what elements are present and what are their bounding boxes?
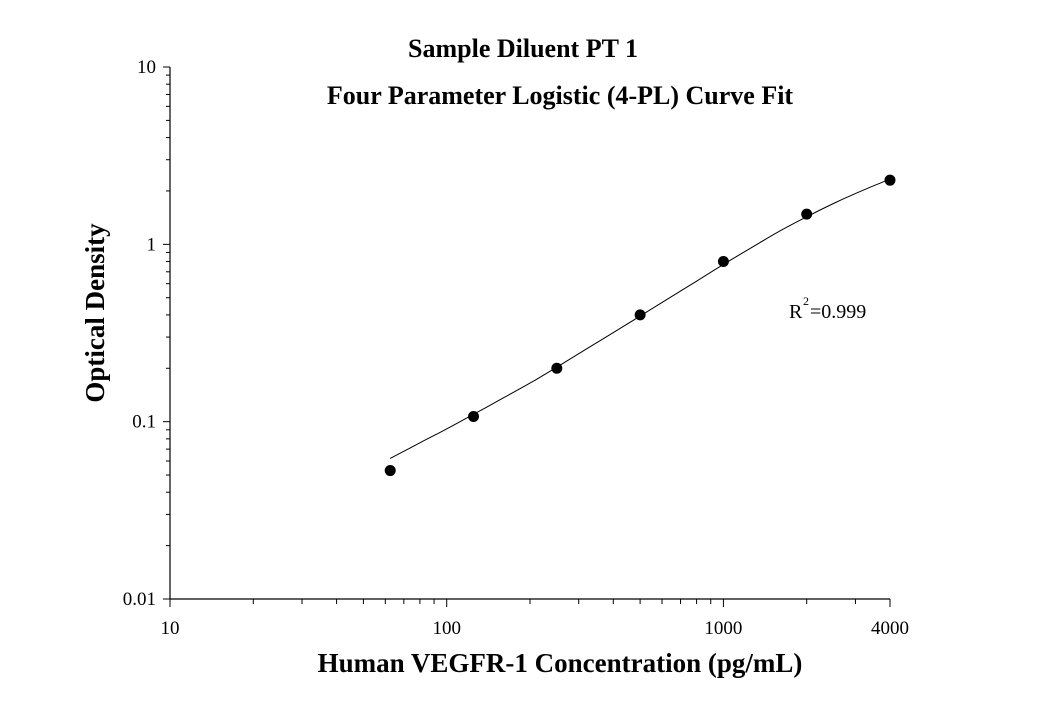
data-point bbox=[884, 174, 896, 186]
data-point bbox=[384, 465, 396, 477]
r-squared-base: R bbox=[789, 301, 803, 323]
data-point bbox=[551, 362, 563, 374]
x-tick-label: 10 bbox=[161, 618, 180, 639]
data-point bbox=[801, 208, 813, 220]
y-axis-title: Optical Density bbox=[80, 223, 110, 403]
r-squared-superscript: 2 bbox=[803, 294, 809, 308]
x-tick-label: 4000 bbox=[871, 618, 909, 639]
r-squared-annotation: R 2 =0.999 bbox=[789, 294, 866, 323]
data-points bbox=[384, 174, 896, 477]
x-tick-label: 1000 bbox=[704, 618, 742, 639]
data-point bbox=[717, 256, 729, 268]
y-tick-label: 10 bbox=[137, 57, 156, 78]
chart-subtitle: Four Parameter Logistic (4-PL) Curve Fit bbox=[327, 81, 794, 110]
y-tick-label: 1 bbox=[147, 234, 157, 255]
ticks bbox=[163, 66, 891, 607]
x-axis-title: Human VEGFR-1 Concentration (pg/mL) bbox=[318, 648, 803, 678]
data-point bbox=[634, 309, 646, 321]
y-tick-label: 0.1 bbox=[132, 412, 156, 433]
data-point bbox=[468, 410, 480, 422]
chart-title: Sample Diluent PT 1 bbox=[408, 34, 638, 63]
x-tick-label: 100 bbox=[432, 618, 461, 639]
y-tick-label: 0.01 bbox=[123, 589, 156, 610]
tick-labels: 0.01 0.1 1 10 10 100 1000 4000 bbox=[123, 57, 909, 639]
r-squared-value: =0.999 bbox=[810, 301, 866, 323]
